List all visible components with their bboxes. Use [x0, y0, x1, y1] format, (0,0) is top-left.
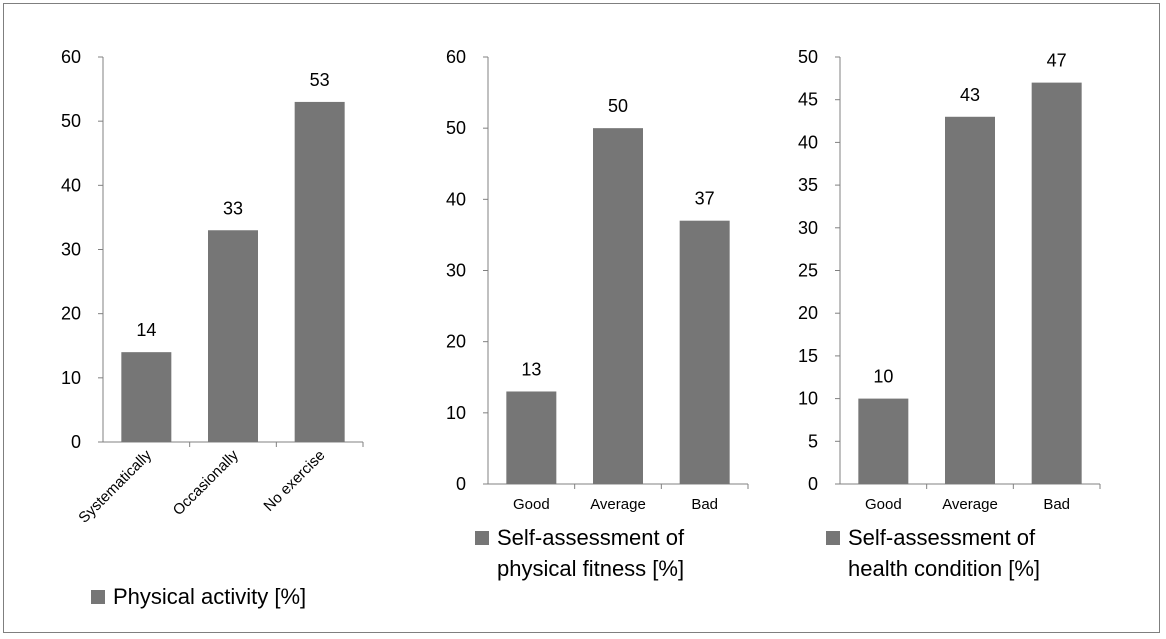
y-tick-label: 40 [798, 132, 818, 152]
y-tick-label: 5 [808, 431, 818, 451]
legend-text: physical fitness [%] [497, 556, 684, 581]
legend-text: Physical activity [%] [113, 584, 306, 609]
y-tick-label: 30 [446, 261, 466, 281]
category-label: Good [513, 496, 550, 513]
category-label: Systematically [75, 446, 155, 526]
y-tick-label: 40 [61, 175, 81, 195]
bar-3-2 [945, 116, 995, 484]
y-tick-label: 0 [808, 474, 818, 494]
legend-text: health condition [%] [848, 556, 1040, 581]
bar-3-3 [1031, 82, 1082, 485]
y-tick-label: 20 [446, 332, 466, 352]
y-tick-label: 30 [798, 218, 818, 238]
bar-1-1 [121, 352, 172, 442]
data-label: 43 [960, 85, 980, 105]
data-label: 47 [1047, 51, 1067, 71]
y-tick-label: 10 [61, 368, 81, 388]
bar-2-2 [593, 128, 643, 484]
y-tick-label: 20 [798, 303, 818, 323]
category-label: Average [942, 496, 998, 513]
data-label: 50 [608, 96, 628, 116]
y-tick-label: 50 [61, 111, 81, 131]
data-label: 13 [521, 359, 541, 379]
y-tick-label: 0 [71, 432, 81, 452]
data-label: 53 [310, 70, 330, 90]
y-tick-label: 45 [798, 90, 818, 110]
bar-3-1 [858, 398, 909, 484]
legend-swatch-1 [91, 590, 105, 604]
category-label: No exercise [260, 447, 328, 515]
y-tick-label: 50 [798, 47, 818, 67]
y-tick-label: 40 [446, 189, 466, 209]
category-label: Bad [691, 496, 718, 513]
data-label: 33 [223, 198, 243, 218]
category-label: Bad [1043, 496, 1070, 513]
legend-text: Self-assessment of [848, 525, 1036, 550]
data-label: 14 [136, 320, 156, 340]
data-label: 10 [873, 367, 893, 387]
category-label: Average [590, 496, 646, 513]
bar-1-2 [208, 230, 258, 442]
legend-text: Self-assessment of [497, 525, 685, 550]
y-tick-label: 25 [798, 261, 818, 281]
y-tick-label: 50 [446, 118, 466, 138]
category-label: Good [865, 496, 902, 513]
y-tick-label: 60 [61, 47, 81, 67]
y-tick-label: 0 [456, 474, 466, 494]
bar-1-3 [294, 101, 345, 443]
y-tick-label: 10 [798, 389, 818, 409]
y-tick-label: 60 [446, 47, 466, 67]
category-label: Occasionally [170, 446, 243, 519]
legend-swatch-2 [475, 531, 489, 545]
y-tick-label: 10 [446, 403, 466, 423]
y-tick-label: 30 [61, 240, 81, 260]
y-tick-label: 15 [798, 346, 818, 366]
y-tick-label: 35 [798, 175, 818, 195]
y-tick-label: 20 [61, 304, 81, 324]
legend-swatch-3 [826, 531, 840, 545]
data-label: 37 [695, 189, 715, 209]
bar-2-1 [506, 391, 557, 484]
bar-2-3 [679, 220, 730, 484]
